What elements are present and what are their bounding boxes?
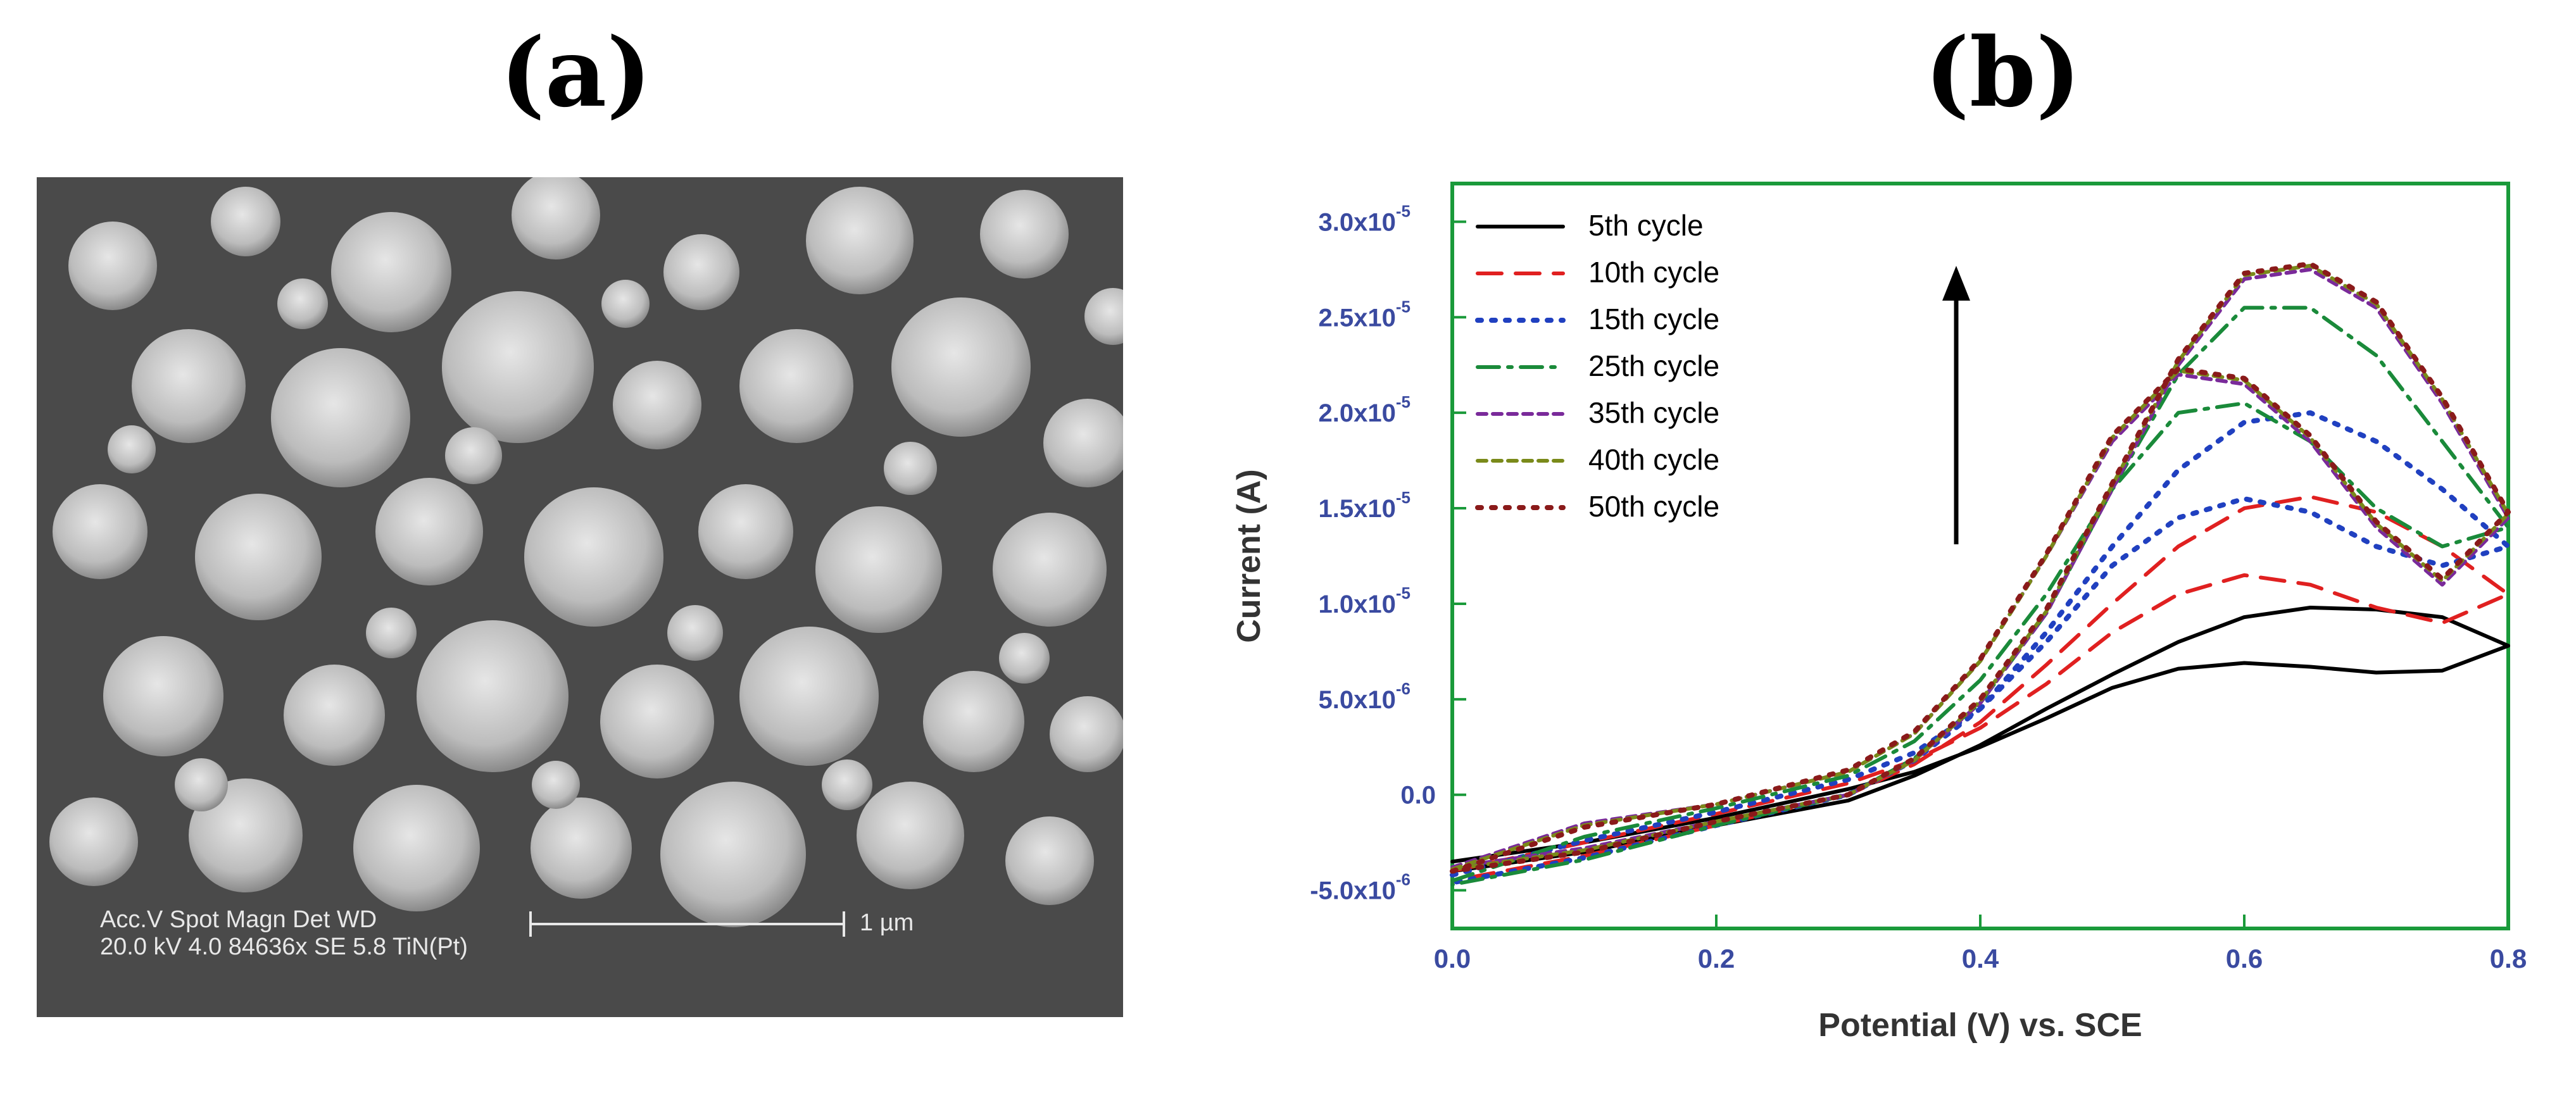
- y-tick-label: 3.0x10-5: [1319, 201, 1411, 236]
- sem-particle: [663, 234, 739, 310]
- sem-info-bar: Acc.V Spot Magn Det WD 20.0 kV 4.0 84636…: [100, 906, 914, 960]
- sem-particle: [445, 427, 502, 484]
- sem-particle: [277, 278, 328, 329]
- sem-particle: [532, 761, 580, 809]
- sem-particle: [1043, 399, 1123, 487]
- y-axis-label: Current (A): [1231, 469, 1267, 642]
- x-axis-label: Potential (V) vs. SCE: [1818, 1007, 2142, 1044]
- increase-arrow-icon: [1942, 266, 1970, 301]
- sem-particle: [815, 506, 942, 633]
- sem-info-row1: Acc.V Spot Magn Det WD: [100, 906, 377, 933]
- sem-particle: [53, 484, 148, 579]
- sem-particle: [600, 665, 714, 778]
- y-tick-label: 2.5x10-5: [1319, 297, 1411, 332]
- x-tick-label: 0.6: [2226, 944, 2263, 973]
- sem-particle: [993, 513, 1107, 627]
- sem-particle: [613, 361, 701, 449]
- sem-particle: [667, 605, 723, 661]
- sem-particle: [132, 329, 246, 443]
- plot-frame: [1450, 182, 2510, 930]
- sem-info-row2: 20.0 kV 4.0 84636x SE 5.8 TiN(Pt): [100, 934, 468, 960]
- legend-label: 35th cycle: [1588, 396, 1719, 429]
- sem-particle: [331, 212, 451, 332]
- sem-particle: [175, 758, 228, 811]
- sem-particle: [1084, 288, 1123, 345]
- sem-particle: [189, 778, 303, 892]
- sem-particle: [857, 782, 964, 889]
- sem-particle: [739, 329, 853, 443]
- sem-particle: [739, 627, 879, 766]
- x-tick-label: 0.8: [2490, 944, 2527, 973]
- sem-particle: [103, 636, 223, 756]
- sem-particle: [999, 633, 1050, 684]
- series-line-1: [1450, 606, 2510, 873]
- sem-micrograph: Acc.V Spot Magn Det WD 20.0 kV 4.0 84636…: [37, 177, 1123, 1017]
- sem-particle: [524, 487, 663, 627]
- sem-particle: [1005, 816, 1094, 905]
- sem-particle: [271, 348, 410, 487]
- y-tick-label: 1.0x10-5: [1319, 584, 1411, 618]
- sem-particle: [698, 484, 793, 579]
- series-line-2: [1450, 494, 2510, 883]
- sem-particle: [1050, 696, 1123, 772]
- sem-particle: [806, 187, 914, 294]
- sem-particle: [442, 291, 594, 443]
- sem-particles: [49, 177, 1123, 927]
- legend-label: 15th cycle: [1588, 303, 1719, 335]
- sem-particle: [284, 665, 385, 766]
- cv-chart: -5.0x10-6 0.0 5.0x10-6 1.0x10-5 1.5x10-5 2.0x…: [1231, 182, 2527, 1044]
- sem-particle: [211, 187, 280, 256]
- legend-label: 25th cycle: [1588, 349, 1719, 382]
- sem-particle: [980, 190, 1069, 278]
- series-line-4: [1450, 306, 2510, 887]
- x-tick-label: 0.2: [1698, 944, 1735, 973]
- panel-a-label: (a): [500, 17, 652, 128]
- x-tick-label: 0.0: [1434, 944, 1471, 973]
- sem-particle: [49, 797, 138, 886]
- y-tick-label: 0.0: [1400, 782, 1436, 809]
- sem-particle: [923, 671, 1024, 772]
- sem-particle: [531, 797, 632, 899]
- sem-particle: [884, 442, 937, 495]
- legend-label: 40th cycle: [1588, 443, 1719, 476]
- y-tick-label: 5.0x10-6: [1319, 679, 1411, 714]
- sem-particle: [822, 759, 872, 810]
- sem-particle: [601, 280, 650, 328]
- sem-particle: [375, 478, 483, 585]
- series-line-7: [1450, 261, 2511, 874]
- y-tick-label: -5.0x10-6: [1310, 870, 1411, 905]
- panel-b-label: (b): [1925, 17, 2081, 128]
- scale-bar-label: 1 µm: [860, 909, 914, 936]
- y-tick-label: 1.5x10-5: [1319, 488, 1411, 523]
- sem-particle: [366, 608, 417, 658]
- sem-particle: [660, 782, 806, 927]
- x-tick-label: 0.4: [1962, 944, 1999, 973]
- legend-label: 10th cycle: [1588, 256, 1719, 289]
- sem-particle: [195, 494, 322, 620]
- sem-particle: [108, 425, 156, 473]
- legend-label: 5th cycle: [1588, 209, 1704, 242]
- sem-particle: [68, 222, 157, 310]
- sem-particle: [512, 177, 600, 259]
- y-tick-label: 2.0x10-5: [1319, 392, 1411, 427]
- sem-particle: [891, 297, 1031, 437]
- sem-particle: [353, 785, 480, 911]
- sem-particle: [417, 620, 569, 772]
- legend-label: 50th cycle: [1588, 490, 1719, 523]
